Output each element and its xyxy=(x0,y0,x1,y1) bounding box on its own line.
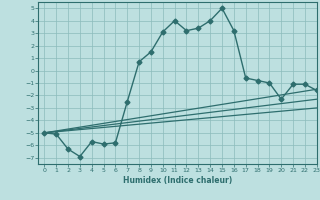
X-axis label: Humidex (Indice chaleur): Humidex (Indice chaleur) xyxy=(123,176,232,185)
